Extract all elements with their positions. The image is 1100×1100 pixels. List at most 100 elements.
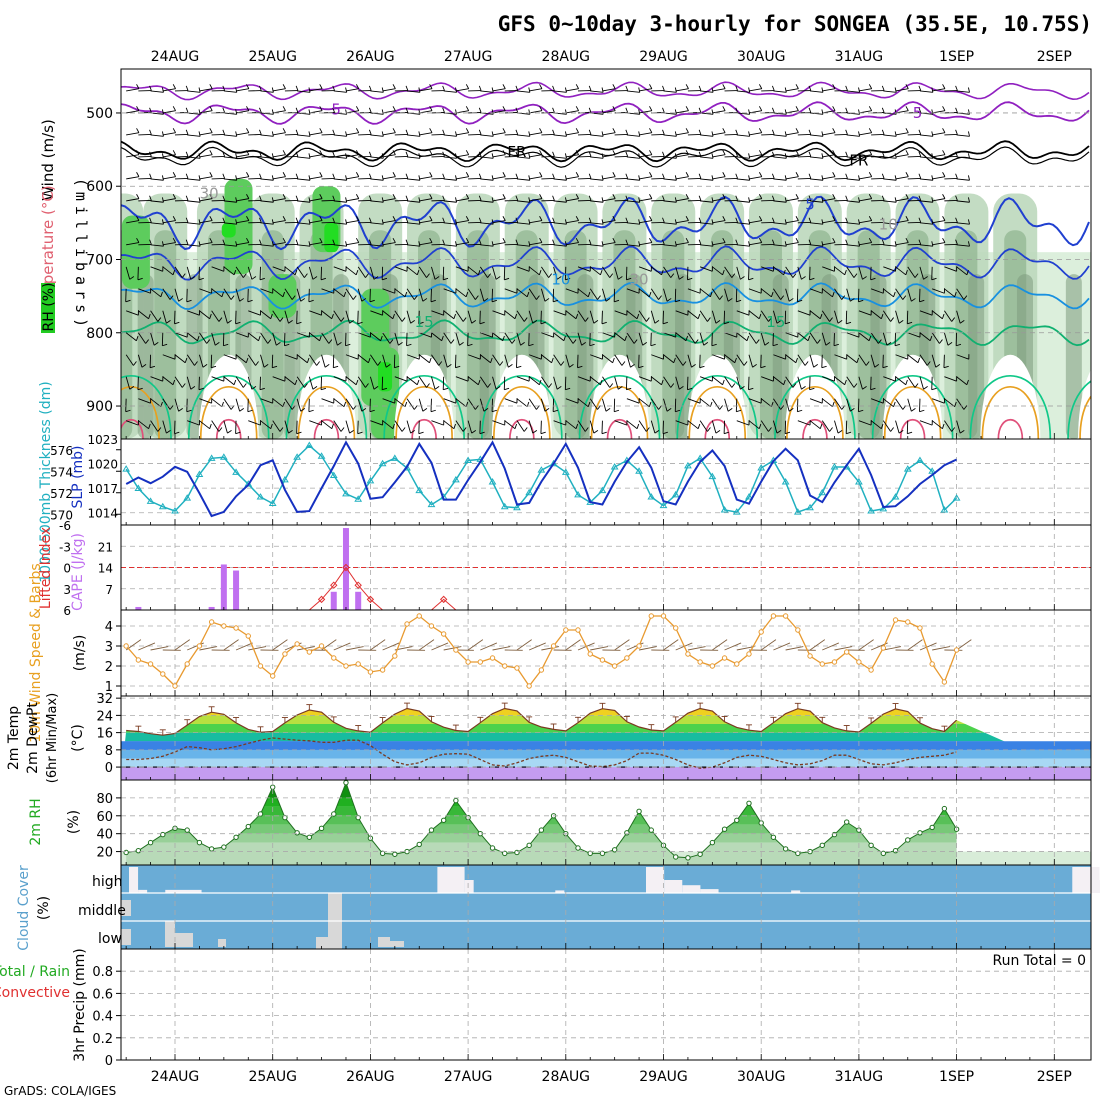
upper-wind-barb-flag <box>246 150 250 155</box>
thickness-point <box>427 500 436 508</box>
upper-wind-barb <box>223 178 237 181</box>
surface-wind-barb <box>822 642 840 651</box>
upper-wind-barb <box>333 222 347 225</box>
upper-wind-barb-flag <box>715 429 721 434</box>
upper-wind-barb-flag <box>197 335 200 341</box>
upper-wind-barb-flag <box>783 269 786 275</box>
upper-wind-barb <box>773 178 787 181</box>
upper-wind-barb-flag <box>214 342 220 346</box>
upper-wind-barb-flag <box>894 219 897 225</box>
upper-wind-barb <box>345 376 357 386</box>
upper-wind-barb <box>297 244 311 247</box>
isotherm-10-dark <box>121 245 1090 281</box>
upper-wind-barb-flag <box>295 173 299 179</box>
wind-speed-point <box>318 643 325 649</box>
upper-wind-barb <box>296 398 302 412</box>
upper-wind-barb <box>773 354 786 360</box>
upper-wind-barb <box>821 332 827 346</box>
upper-wind-barb-flag <box>931 109 934 115</box>
temp-panel-unit: (°C) <box>70 724 86 752</box>
upper-wind-barb-flag <box>862 385 867 390</box>
upper-wind-barb-flag <box>771 217 775 223</box>
top-date-label: 26AUG <box>346 49 395 65</box>
upper-wind-barb <box>809 398 823 404</box>
upper-wind-barb-flag <box>343 401 347 407</box>
upper-wind-barb <box>626 310 638 320</box>
upper-wind-barb-flag <box>935 364 941 368</box>
upper-wind-barb <box>565 288 579 294</box>
upper-wind-barb-flag <box>880 313 884 319</box>
upper-wind-barb <box>834 420 839 434</box>
cloud-panel: Cloud Cover (%) high middle low <box>16 864 1100 951</box>
upper-wind-barb-flag <box>564 175 567 181</box>
upper-wind-barb <box>297 222 311 225</box>
upper-wind-barb <box>260 398 273 404</box>
upper-wind-barb-flag <box>758 106 763 111</box>
upper-wind-barb <box>870 398 884 404</box>
upper-wind-barb-flag <box>514 423 518 429</box>
upper-wind-barb <box>932 198 946 202</box>
upper-wind-barb-flag <box>625 151 629 157</box>
upper-wind-barb <box>418 376 427 388</box>
upper-wind-barb-flag <box>698 239 702 245</box>
upper-wind-barb-flag <box>600 379 603 385</box>
upper-wind-barb-flag <box>821 365 827 369</box>
upper-wind-barb-flag <box>230 295 235 300</box>
ytick-label-left: 0.6 <box>92 987 113 1002</box>
upper-wind-barb <box>553 90 567 93</box>
wind-speed-point <box>392 653 398 659</box>
upper-wind-barb-flag <box>727 298 733 302</box>
upper-wind-barb <box>785 288 790 302</box>
wind-speed-point <box>636 643 642 649</box>
upper-wind-barb <box>419 220 433 224</box>
upper-wind-barb <box>846 288 851 302</box>
upper-wind-barb-flag <box>905 106 909 111</box>
upper-wind-barb-flag <box>392 172 396 177</box>
upper-wind-barb <box>553 134 567 137</box>
upper-wind-barb <box>712 266 723 276</box>
upper-wind-barb <box>565 88 579 92</box>
upper-wind-barb-flag <box>357 431 363 435</box>
upper-wind-barb <box>760 332 766 346</box>
upper-wind-barb <box>296 354 308 364</box>
upper-wind-barb-flag <box>878 339 882 344</box>
upper-wind-barb-flag <box>772 343 778 347</box>
upper-wind-barb <box>284 376 296 386</box>
upper-wind-barb <box>712 354 725 360</box>
upper-wind-barb-flag <box>295 85 299 91</box>
wind-speed-point <box>734 661 740 667</box>
upper-wind-barb <box>932 176 946 180</box>
upper-wind-barb <box>248 420 261 426</box>
upper-wind-barb <box>431 376 436 390</box>
upper-wind-barb <box>626 200 640 203</box>
upper-wind-barb <box>638 376 652 382</box>
upper-wind-barb <box>614 354 623 366</box>
upper-wind-barb <box>370 332 381 342</box>
temp-band-base <box>121 749 1091 759</box>
thickness-point <box>610 462 619 470</box>
upper-wind-barb-flag <box>418 175 421 181</box>
upper-wind-barb-flag <box>748 153 751 159</box>
thickness-point <box>305 441 314 448</box>
upper-wind-barb-flag <box>332 107 335 113</box>
upper-wind-barb <box>858 88 872 92</box>
upper-wind-barb-flag <box>459 342 464 346</box>
upper-wind-barb <box>956 288 965 300</box>
upper-wind-barb-flag <box>355 194 360 199</box>
upper-wind-barb-flag <box>161 109 164 115</box>
ytick-label-left: 16 <box>96 727 113 742</box>
upper-wind-barb-flag <box>735 195 738 201</box>
high-cloud-clear <box>464 880 474 893</box>
upper-wind-barb <box>455 154 469 158</box>
thickness-point <box>390 454 399 461</box>
upper-wind-barb-flag <box>190 385 196 390</box>
upper-wind-barb <box>431 332 442 342</box>
upper-wind-barb <box>577 310 586 322</box>
upper-wind-barb <box>785 198 799 202</box>
diurnal-isotherm <box>899 419 926 439</box>
upper-wind-barb-flag <box>166 320 171 324</box>
upper-wind-barb <box>687 354 692 368</box>
upper-wind-barb-flag <box>523 317 528 322</box>
upper-wind-barb-flag <box>783 379 786 385</box>
upper-wind-barb-flag <box>511 339 516 344</box>
